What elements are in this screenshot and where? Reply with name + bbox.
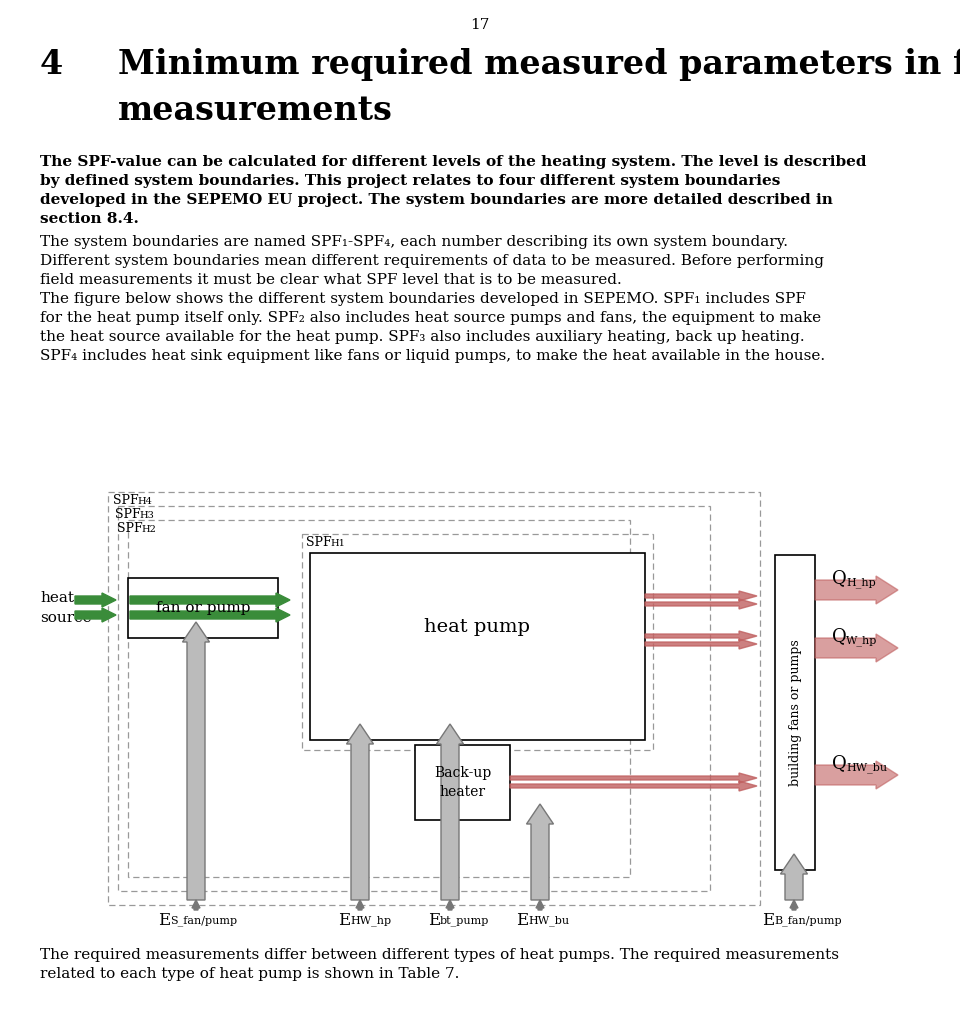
- FancyArrow shape: [510, 772, 757, 783]
- FancyArrow shape: [75, 593, 116, 607]
- Text: 17: 17: [470, 18, 490, 32]
- Text: building fans or pumps: building fans or pumps: [788, 640, 802, 786]
- Text: HW_bu: HW_bu: [528, 915, 569, 926]
- Text: H_hp: H_hp: [846, 578, 876, 588]
- FancyArrow shape: [182, 622, 209, 900]
- FancyArrow shape: [446, 900, 454, 909]
- FancyArrow shape: [780, 854, 807, 900]
- Text: The system boundaries are named SPF₁-SPF₄, each number describing its own system: The system boundaries are named SPF₁-SPF…: [40, 235, 788, 249]
- Text: heat
source: heat source: [40, 591, 91, 625]
- Text: E: E: [338, 912, 350, 929]
- Text: H2: H2: [141, 525, 156, 534]
- Text: for the heat pump itself only. SPF₂ also includes heat source pumps and fans, th: for the heat pump itself only. SPF₂ also…: [40, 311, 821, 325]
- FancyArrow shape: [645, 591, 757, 600]
- Text: section 8.4.: section 8.4.: [40, 212, 139, 226]
- FancyArrow shape: [815, 634, 898, 662]
- Text: H4: H4: [137, 497, 152, 506]
- FancyArrow shape: [356, 900, 364, 909]
- Text: E: E: [762, 912, 775, 929]
- Text: SPF: SPF: [113, 494, 138, 507]
- Bar: [118, 506, 710, 891]
- Text: B_fan/pump: B_fan/pump: [774, 915, 842, 926]
- Text: E: E: [428, 912, 441, 929]
- Text: Q: Q: [832, 627, 847, 645]
- FancyArrow shape: [645, 631, 757, 641]
- FancyArrow shape: [645, 639, 757, 649]
- FancyArrow shape: [192, 900, 200, 909]
- FancyArrow shape: [815, 576, 898, 604]
- Text: Minimum required measured parameters in field: Minimum required measured parameters in …: [118, 48, 960, 81]
- Text: Back-up
heater: Back-up heater: [434, 766, 492, 798]
- Bar: [310, 553, 645, 740]
- Text: The figure below shows the different system boundaries developed in SEPEMO. SPF₁: The figure below shows the different sys…: [40, 291, 805, 306]
- Text: fan or pump: fan or pump: [156, 600, 251, 615]
- Text: HW_hp: HW_hp: [350, 915, 391, 926]
- Text: SPF₄ includes heat sink equipment like fans or liquid pumps, to make the heat av: SPF₄ includes heat sink equipment like f…: [40, 349, 826, 363]
- Text: 4: 4: [40, 48, 63, 81]
- FancyArrow shape: [437, 724, 464, 900]
- Bar: [302, 534, 653, 750]
- Text: The SPF-value can be calculated for different levels of the heating system. The : The SPF-value can be calculated for diff…: [40, 154, 867, 169]
- Text: E: E: [516, 912, 528, 929]
- Text: heat pump: heat pump: [424, 618, 531, 636]
- FancyArrow shape: [815, 761, 898, 789]
- Text: the heat source available for the heat pump. SPF₃ also includes auxiliary heatin: the heat source available for the heat p…: [40, 330, 804, 344]
- Text: SPF: SPF: [115, 508, 140, 521]
- Text: H3: H3: [139, 511, 154, 520]
- FancyArrow shape: [130, 608, 290, 622]
- FancyArrow shape: [645, 599, 757, 609]
- Bar: [128, 520, 630, 877]
- Text: developed in the SEPEMO EU project. The system boundaries are more detailed desc: developed in the SEPEMO EU project. The …: [40, 193, 833, 207]
- FancyArrow shape: [790, 900, 798, 909]
- Bar: [775, 555, 815, 870]
- Text: HW_bu: HW_bu: [846, 762, 887, 774]
- FancyArrow shape: [347, 724, 373, 900]
- FancyArrow shape: [526, 804, 554, 900]
- Text: by defined system boundaries. This project relates to four different system boun: by defined system boundaries. This proje…: [40, 174, 780, 188]
- FancyArrow shape: [130, 593, 290, 607]
- Text: W_hp: W_hp: [846, 636, 877, 647]
- Text: SPF: SPF: [306, 536, 331, 549]
- Text: field measurements it must be clear what SPF level that is to be measured.: field measurements it must be clear what…: [40, 273, 622, 287]
- Text: bt_pump: bt_pump: [440, 915, 490, 926]
- Text: Q: Q: [832, 754, 847, 772]
- Text: The required measurements differ between different types of heat pumps. The requ: The required measurements differ between…: [40, 948, 839, 962]
- Bar: [108, 492, 760, 905]
- Text: SPF: SPF: [117, 522, 143, 535]
- Bar: [415, 745, 510, 820]
- Text: measurements: measurements: [118, 94, 393, 127]
- FancyArrow shape: [75, 608, 116, 622]
- Text: related to each type of heat pump is shown in Table 7.: related to each type of heat pump is sho…: [40, 967, 460, 981]
- Text: H1: H1: [330, 539, 345, 548]
- Text: S_fan/pump: S_fan/pump: [170, 915, 237, 926]
- Bar: [128, 578, 278, 638]
- Text: Different system boundaries mean different requirements of data to be measured. : Different system boundaries mean differe…: [40, 254, 824, 268]
- Text: E: E: [158, 912, 170, 929]
- FancyArrow shape: [510, 781, 757, 791]
- FancyArrow shape: [536, 900, 544, 909]
- Text: Q: Q: [832, 569, 847, 587]
